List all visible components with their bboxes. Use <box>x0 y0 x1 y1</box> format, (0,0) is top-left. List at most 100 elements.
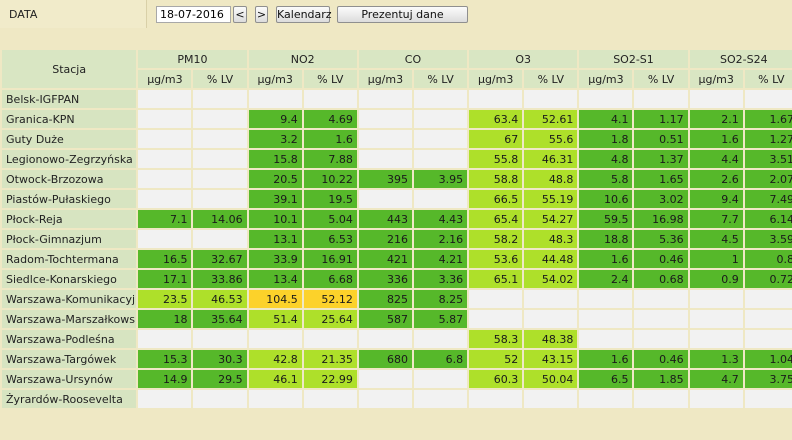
cell-value-percent-lv <box>411 128 470 150</box>
cell-value-concentration <box>136 328 194 350</box>
cell-value-percent-lv: 32.67 <box>191 248 249 270</box>
cell-value-concentration <box>577 88 635 110</box>
cell-value-percent-lv <box>522 88 580 110</box>
cell-value-concentration: 65.1 <box>467 268 525 290</box>
station-header: Stacja <box>0 48 139 90</box>
table-row: Warszawa-Marszałkowska 18 35.64 51.4 25.64 58… <box>0 308 792 330</box>
cell-value-concentration: 4.4 <box>687 148 745 170</box>
prev-day-button[interactable]: < <box>233 6 247 23</box>
cell-value-concentration: 4.7 <box>687 368 745 390</box>
next-day-button[interactable]: > <box>255 6 268 23</box>
date-label: DATA <box>9 8 38 21</box>
station-name: Warszawa-Podleśna <box>0 328 139 350</box>
table-row: Warszawa-Komunikacyjna 23.5 46.53 104.5 52.1… <box>0 288 792 310</box>
cell-value-concentration: 42.8 <box>246 348 304 370</box>
unit-header: µg/m3 <box>356 68 414 90</box>
station-name: Warszawa-Marszałkowska <box>0 308 139 330</box>
cell-value-concentration: 10.1 <box>246 208 304 230</box>
cell-value-concentration: 443 <box>356 208 414 230</box>
cell-value-percent-lv <box>632 288 690 310</box>
cell-value-percent-lv: 0.8 <box>742 248 792 270</box>
cell-value-concentration: 60.3 <box>467 368 525 390</box>
table-row: Siedlce-Konarskiego 17.1 33.86 13.4 6.68 336 3… <box>0 268 792 290</box>
cell-value-percent-lv <box>411 368 470 390</box>
cell-value-percent-lv: 1.67 <box>742 108 792 130</box>
cell-value-percent-lv: 48.3 <box>522 228 580 250</box>
station-name: Otwock-Brzozowa <box>0 168 139 190</box>
cell-value-percent-lv: 2.07 <box>742 168 792 190</box>
unit-header: µg/m3 <box>687 68 745 90</box>
cell-value-concentration: 2.4 <box>577 268 635 290</box>
cell-value-concentration <box>687 288 745 310</box>
cell-value-concentration: 13.1 <box>246 228 304 250</box>
cell-value-concentration: 15.3 <box>136 348 194 370</box>
cell-value-percent-lv <box>301 328 359 350</box>
cell-value-percent-lv: 1.04 <box>742 348 792 370</box>
cell-value-concentration: 395 <box>356 168 414 190</box>
unit-header: µg/m3 <box>136 68 194 90</box>
cell-value-concentration: 65.4 <box>467 208 525 230</box>
cell-value-percent-lv: 55.6 <box>522 128 580 150</box>
cell-value-concentration: 1 <box>687 248 745 270</box>
present-data-button[interactable]: Prezentuj dane <box>337 6 468 23</box>
cell-value-percent-lv <box>632 308 690 330</box>
unit-header: % LV <box>191 68 249 90</box>
cell-value-concentration <box>577 288 635 310</box>
cell-value-percent-lv: 3.75 <box>742 368 792 390</box>
cell-value-percent-lv <box>191 388 249 410</box>
cell-value-concentration: 14.9 <box>136 368 194 390</box>
cell-value-concentration: 53.6 <box>467 248 525 270</box>
cell-value-percent-lv <box>301 388 359 410</box>
cell-value-percent-lv: 0.46 <box>632 248 690 270</box>
cell-value-percent-lv: 7.88 <box>301 148 359 170</box>
measurements-table: Stacja PM10 NO2 CO O3 SO2-S1 SO2-S24 µg/… <box>0 48 792 410</box>
cell-value-percent-lv: 54.02 <box>522 268 580 290</box>
table-row: Warszawa-Podleśna 58.3 48.38 <box>0 328 792 350</box>
table-row: Guty Duże 3.2 1.6 67 55.6 1.8 0.51 1.6 1.27 <box>0 128 792 150</box>
station-name: Piastów-Pułaskiego <box>0 188 139 210</box>
station-name: Żyrardów-Roosevelta <box>0 388 139 410</box>
group-header-row: Stacja PM10 NO2 CO O3 SO2-S1 SO2-S24 <box>0 48 792 90</box>
cell-value-concentration: 55.8 <box>467 148 525 170</box>
cell-value-percent-lv <box>632 388 690 410</box>
cell-value-concentration: 1.6 <box>577 348 635 370</box>
cell-value-concentration: 20.5 <box>246 168 304 190</box>
unit-header: % LV <box>301 68 359 90</box>
cell-value-percent-lv <box>522 388 580 410</box>
cell-value-percent-lv: 54.27 <box>522 208 580 230</box>
table-row: Warszawa-Ursynów 14.9 29.5 46.1 22.99 60.3 50.… <box>0 368 792 390</box>
cell-value-percent-lv <box>191 168 249 190</box>
group-header-co: CO <box>356 48 470 70</box>
cell-value-percent-lv: 25.64 <box>301 308 359 330</box>
cell-value-concentration: 680 <box>356 348 414 370</box>
cell-value-percent-lv: 16.98 <box>632 208 690 230</box>
cell-value-percent-lv: 46.31 <box>522 148 580 170</box>
cell-value-percent-lv: 4.21 <box>411 248 470 270</box>
cell-value-percent-lv: 0.72 <box>742 268 792 290</box>
cell-value-concentration <box>577 328 635 350</box>
cell-value-percent-lv: 52.61 <box>522 108 580 130</box>
cell-value-concentration <box>687 308 745 330</box>
cell-value-percent-lv <box>411 388 470 410</box>
cell-value-concentration: 1.6 <box>687 128 745 150</box>
cell-value-concentration: 1.8 <box>577 128 635 150</box>
cell-value-concentration: 4.5 <box>687 228 745 250</box>
cell-value-percent-lv: 6.8 <box>411 348 470 370</box>
calendar-button[interactable]: Kalendarz <box>276 6 332 23</box>
cell-value-concentration <box>136 228 194 250</box>
cell-value-percent-lv: 30.3 <box>191 348 249 370</box>
cell-value-percent-lv: 35.64 <box>191 308 249 330</box>
group-header-pm10: PM10 <box>136 48 249 70</box>
cell-value-percent-lv: 7.49 <box>742 188 792 210</box>
cell-value-percent-lv: 5.87 <box>411 308 470 330</box>
cell-value-concentration <box>136 148 194 170</box>
cell-value-concentration: 104.5 <box>246 288 304 310</box>
cell-value-percent-lv: 3.59 <box>742 228 792 250</box>
cell-value-concentration <box>136 108 194 130</box>
station-name: Granica-KPN <box>0 108 139 130</box>
station-name: Legionowo-Zegrzyńska <box>0 148 139 170</box>
unit-header-row: µg/m3 % LV µg/m3 % LV µg/m3 % LV µg/m3 %… <box>1 68 792 90</box>
cell-value-percent-lv <box>301 88 359 110</box>
date-input[interactable] <box>156 6 231 23</box>
table-row: Otwock-Brzozowa 20.5 10.22 395 3.95 58.8 48.8 5… <box>0 168 792 190</box>
